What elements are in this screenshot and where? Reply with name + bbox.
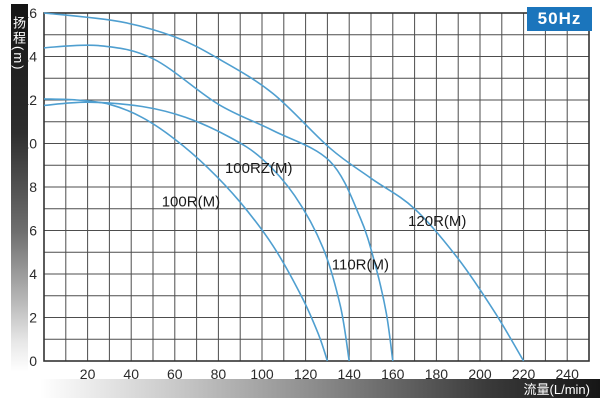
- pump-curve-100RZ(M): [43, 101, 350, 362]
- y-tick-label: 6: [29, 223, 37, 239]
- pump-curve-100R(M): [43, 98, 329, 362]
- x-tick-label: 20: [80, 366, 96, 382]
- x-axis-gradient-bar: 流量(L/min): [40, 379, 600, 398]
- x-tick-label: 240: [556, 366, 580, 382]
- x-tick-label: 160: [381, 366, 405, 382]
- x-tick-label: 220: [512, 366, 536, 382]
- y-axis-title: 扬程(m): [11, 16, 26, 72]
- x-tick-label: 140: [338, 366, 362, 382]
- x-tick-label: 100: [250, 366, 274, 382]
- curve-label: 100R(M): [162, 194, 220, 211]
- x-tick-label: 80: [211, 366, 227, 382]
- pump-curve-120R(M): [43, 12, 525, 362]
- x-tick-label: 120: [294, 366, 318, 382]
- y-axis-gradient-bar: 扬程(m): [11, 4, 28, 372]
- y-tick-label: 0: [29, 353, 37, 369]
- x-tick-label: 200: [468, 366, 492, 382]
- x-tick-label: 40: [123, 366, 139, 382]
- y-tick-label: 2: [29, 310, 37, 326]
- curve-label: 110R(M): [332, 257, 389, 274]
- curve-label: 100RZ(M): [225, 160, 293, 177]
- x-tick-label: 60: [167, 366, 183, 382]
- curve-label: 120R(M): [408, 213, 466, 230]
- plot-frame: [43, 12, 590, 362]
- y-tick-label: 8: [29, 179, 37, 195]
- y-tick-label: 4: [29, 266, 37, 282]
- x-tick-label: 180: [425, 366, 449, 382]
- x-axis-title: 流量(L/min): [523, 382, 590, 397]
- pump-curve-110R(M): [43, 44, 394, 362]
- frequency-badge: 50Hz: [527, 7, 592, 31]
